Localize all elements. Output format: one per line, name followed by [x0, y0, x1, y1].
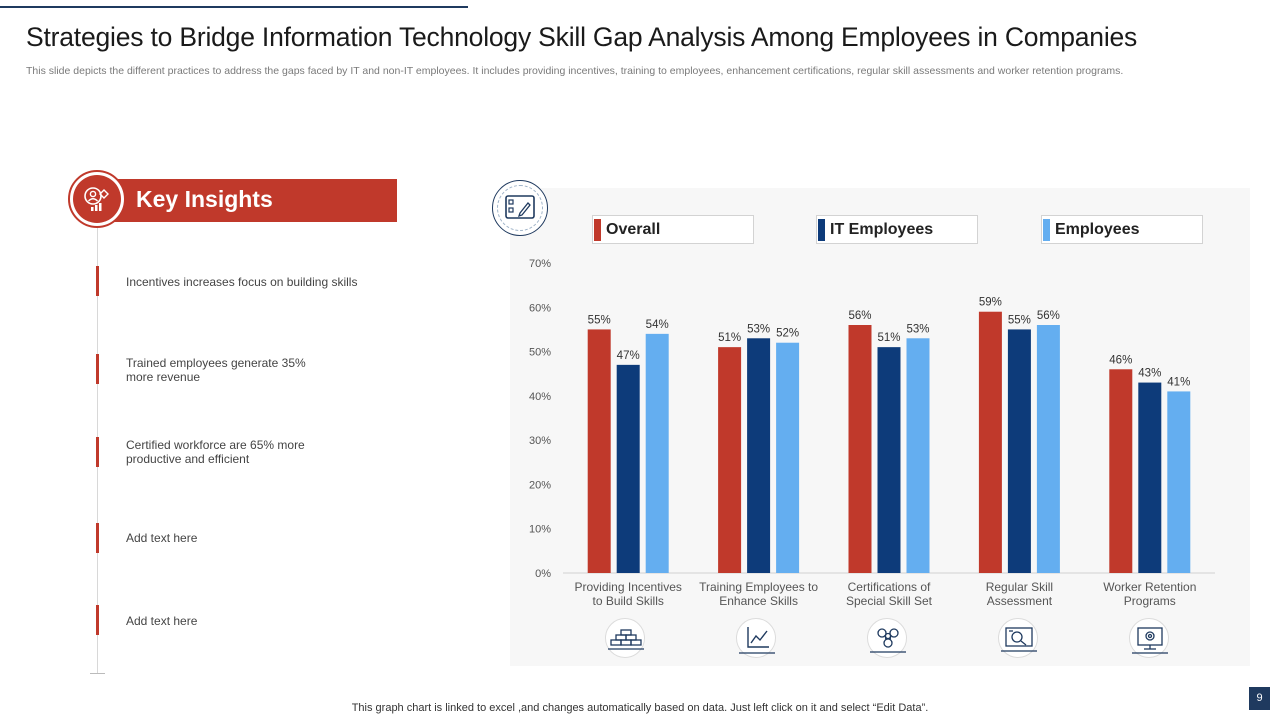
data-label: 51%: [877, 332, 900, 344]
bar-overall: [1109, 369, 1133, 573]
legend-overall-box: [592, 215, 754, 244]
insight-marker: [96, 523, 99, 553]
legend-it-swatch: [818, 219, 825, 241]
y-tick-label: 40%: [529, 391, 551, 403]
page-number: 9: [1249, 687, 1270, 710]
insights-timeline-end: [90, 673, 105, 674]
category-label: Certifications of Special Skill Set: [846, 580, 933, 608]
y-tick-label: 50%: [529, 347, 551, 359]
y-tick-label: 70%: [529, 258, 551, 270]
bar-employees: [776, 342, 800, 573]
legend-employees-box: [1041, 215, 1203, 244]
data-label: 53%: [906, 323, 929, 335]
top-rule: [0, 6, 468, 8]
bar-employees: [1036, 325, 1060, 573]
monitor-gear-icon: [1129, 618, 1169, 658]
data-label: 56%: [1037, 310, 1060, 322]
insights-badge-fill: [73, 175, 121, 223]
bar-employees: [645, 333, 669, 573]
insight-marker: [96, 605, 99, 635]
bar-it-employees: [1138, 382, 1162, 573]
bar-overall: [848, 325, 872, 573]
bar-it-employees: [616, 364, 640, 573]
insight-item: Trained employees generate 35% more reve…: [126, 356, 306, 384]
bar-employees: [906, 338, 930, 573]
legend-it-box: [816, 215, 978, 244]
legend-it-label: IT Employees: [830, 221, 934, 238]
insight-marker: [96, 266, 99, 296]
chart-badge-ring: [497, 185, 543, 231]
bar-overall: [718, 347, 742, 573]
legend-overall-swatch: [594, 219, 601, 241]
bar-overall: [978, 311, 1002, 573]
data-label: 51%: [718, 332, 741, 344]
insight-item: Add text here: [126, 614, 198, 628]
data-label: 41%: [1167, 376, 1190, 388]
data-label: 55%: [588, 314, 611, 326]
insight-item: Certified workforce are 65% more product…: [126, 438, 305, 466]
assessment-monitor-icon: [998, 618, 1038, 658]
legend-employees-label: Employees: [1055, 221, 1140, 238]
legend-employees-swatch: [1043, 219, 1050, 241]
insight-marker: [96, 437, 99, 467]
bar-it-employees: [747, 338, 771, 573]
data-label: 43%: [1138, 368, 1161, 380]
bar-it-employees: [1007, 329, 1031, 573]
bricks-icon: [605, 618, 645, 658]
y-tick-label: 0%: [535, 568, 551, 580]
data-label: 52%: [776, 328, 799, 340]
user-insight-icon: [84, 187, 109, 211]
data-label: 53%: [747, 323, 770, 335]
bar-employees: [1167, 391, 1191, 573]
y-tick-label: 60%: [529, 302, 551, 314]
data-label: 56%: [848, 310, 871, 322]
footer-note: This graph chart is linked to excel ,and…: [351, 702, 929, 714]
key-insights-title: Key Insights: [136, 186, 273, 212]
network-icon: [867, 618, 907, 658]
bar-overall: [587, 329, 611, 573]
data-label: 46%: [1109, 354, 1132, 366]
y-tick-label: 20%: [529, 479, 551, 491]
category-label: Providing Incentives to Build Skills: [575, 580, 682, 608]
slide-title: Strategies to Bridge Information Technol…: [26, 22, 1138, 52]
category-label: Worker Retention Programs: [1103, 580, 1196, 608]
category-label: Training Employees to Enhance Skills: [699, 580, 818, 608]
y-tick-label: 10%: [529, 524, 551, 536]
line-chart-icon: [736, 618, 776, 658]
legend-overall-label: Overall: [606, 221, 661, 238]
slide-subtitle: This slide depicts the different practic…: [26, 65, 1124, 77]
key-insights-header: [100, 179, 397, 222]
category-label: Regular Skill Assessment: [986, 580, 1053, 608]
edit-panel-icon: [505, 195, 535, 219]
y-tick-label: 30%: [529, 435, 551, 447]
data-label: 47%: [617, 350, 640, 362]
data-label: 55%: [1008, 314, 1031, 326]
bar-it-employees: [877, 347, 901, 573]
data-label: 59%: [979, 297, 1002, 309]
insight-marker: [96, 354, 99, 384]
insight-item: Add text here: [126, 531, 198, 545]
data-label: 54%: [646, 319, 669, 331]
insight-item: Incentives increases focus on building s…: [126, 275, 358, 289]
